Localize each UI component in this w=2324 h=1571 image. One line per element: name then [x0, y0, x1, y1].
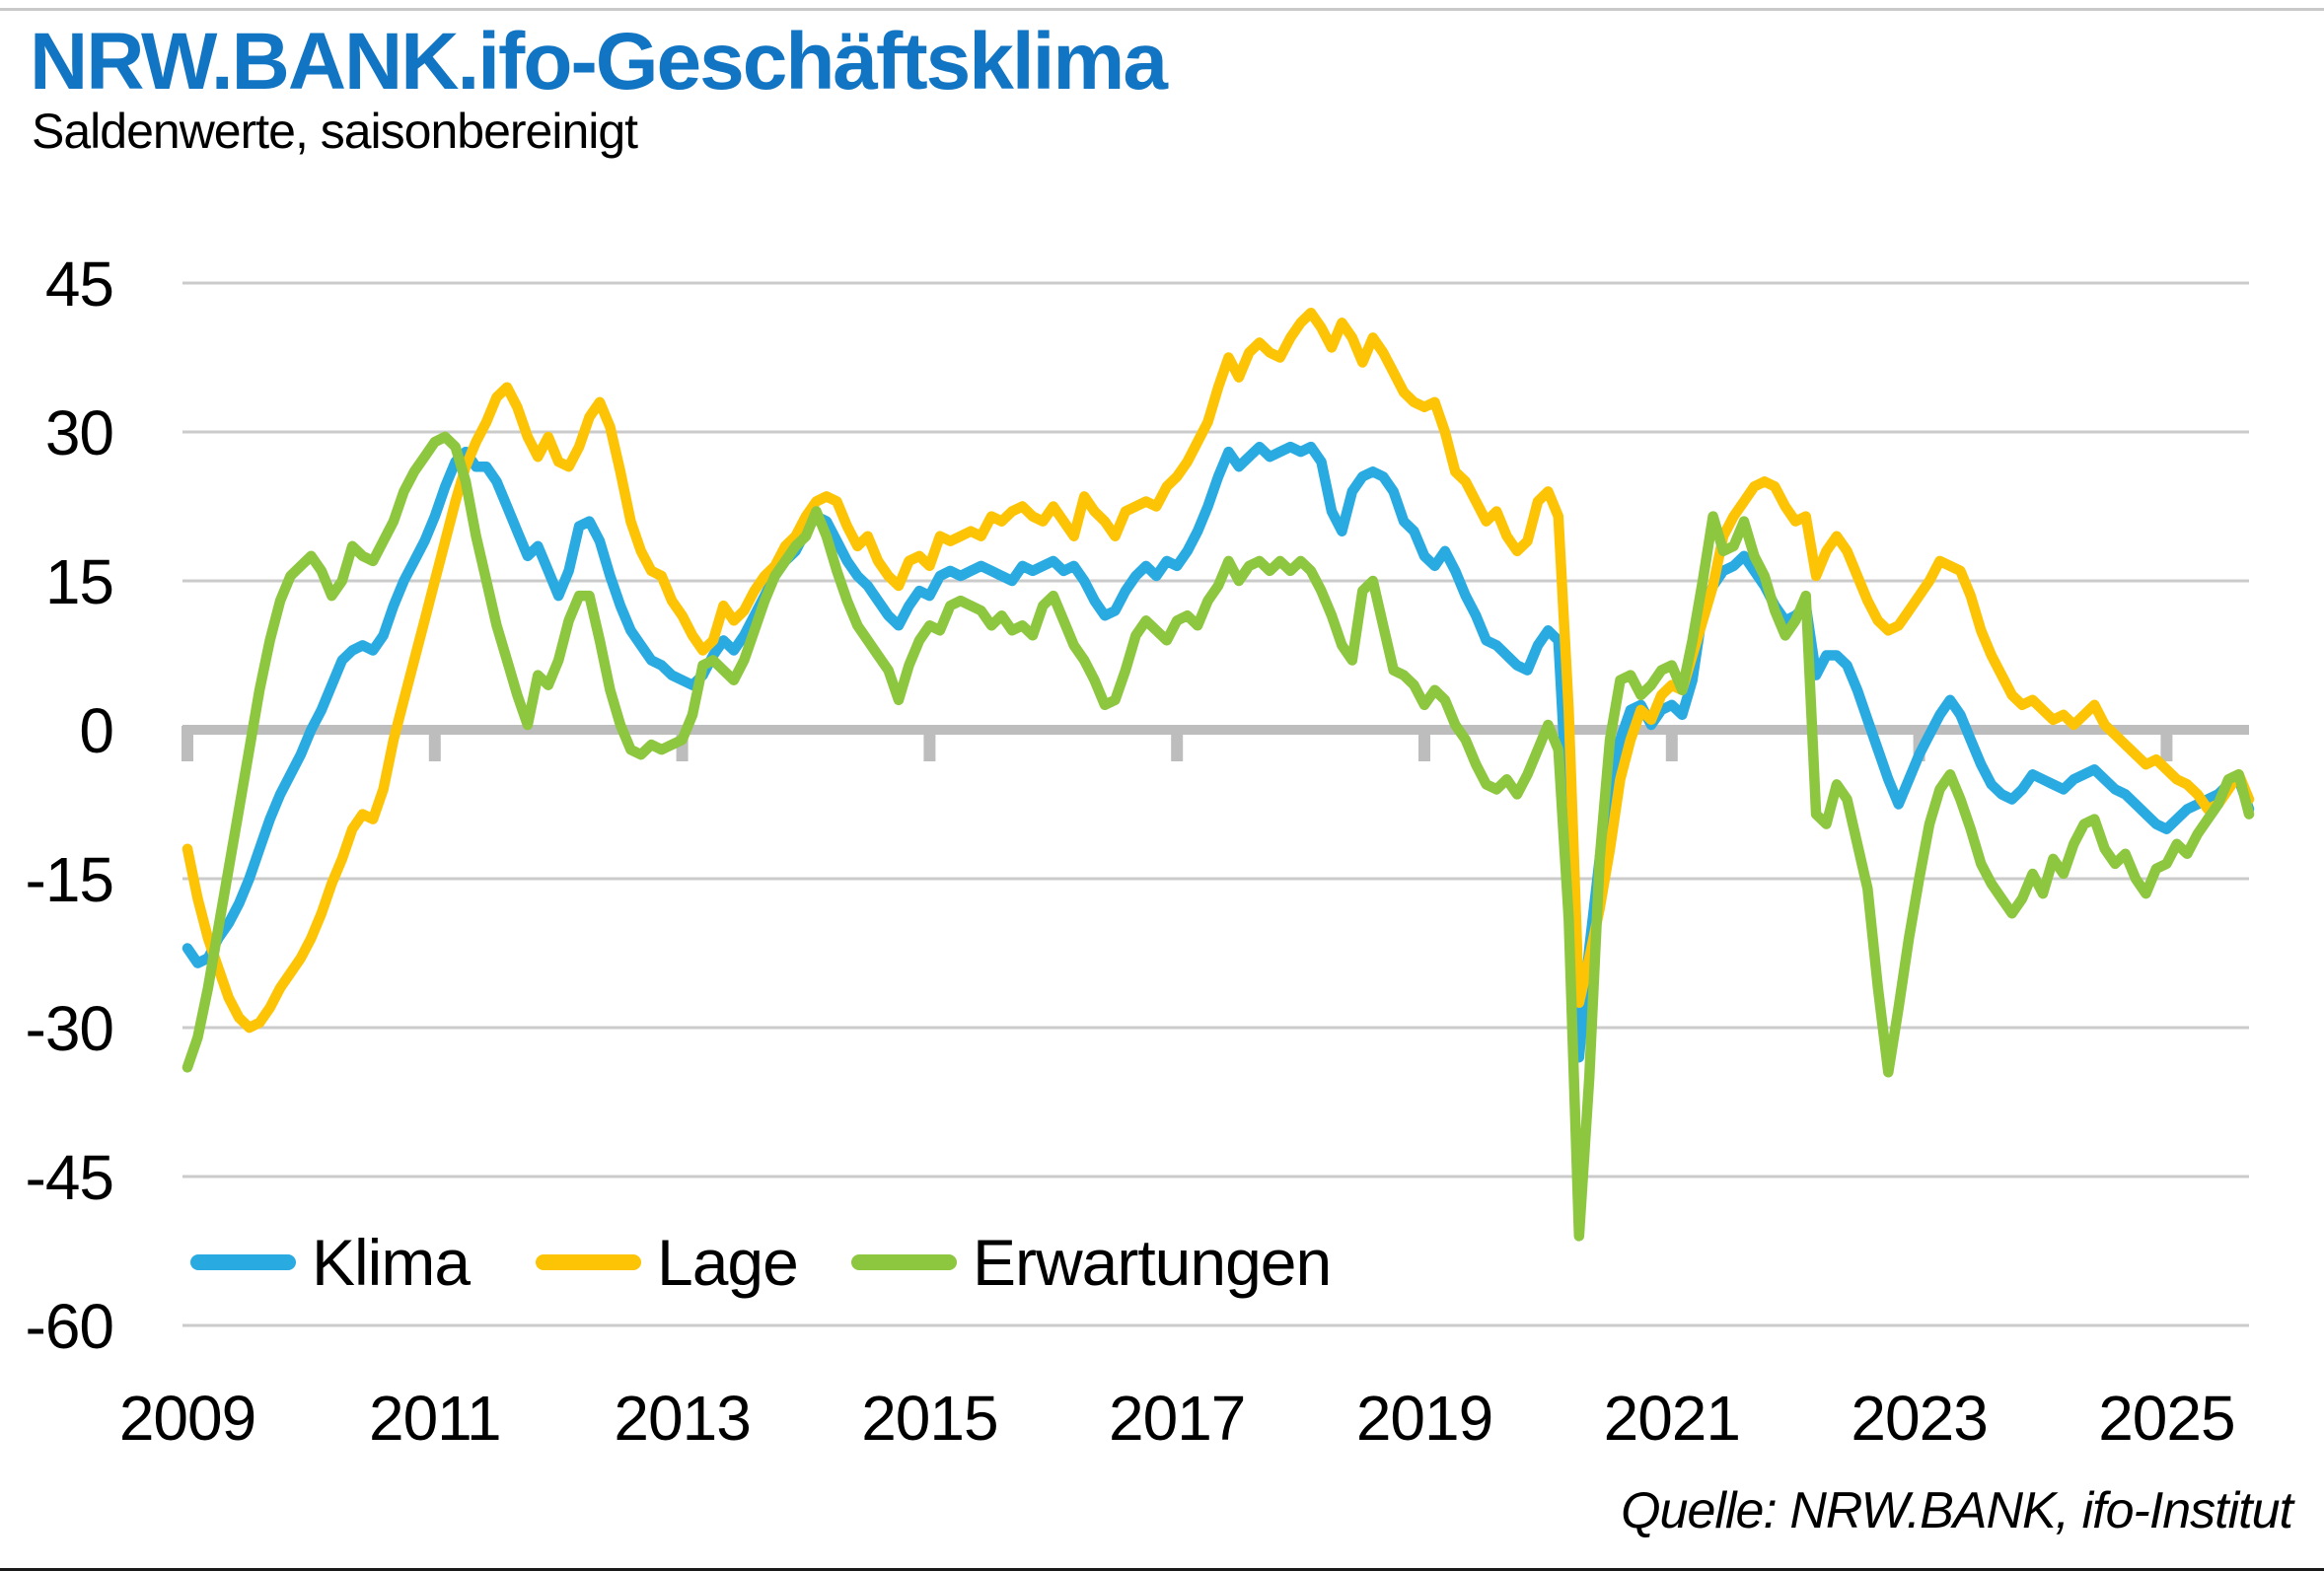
legend: Klima Lage Erwartungen [0, 1223, 2324, 1302]
axis-tick-2011 [428, 726, 441, 761]
y-axis-label--60: -60 [26, 1291, 114, 1362]
legend-item-erwartungen: Erwartungen [851, 1223, 1332, 1302]
erwartungen-swatch [851, 1254, 957, 1270]
bottom-border [0, 1568, 2324, 1571]
legend-label-lage: Lage [657, 1226, 799, 1299]
page-subtitle: Saldenwerte, saisonbereinigt [32, 104, 638, 159]
axis-tick-2021 [1665, 726, 1678, 761]
page-title: NRW.BANK.ifo-Geschäftsklima [30, 17, 1168, 107]
y-axis-label-30: 30 [45, 397, 113, 468]
x-axis-label-2019: 2019 [1356, 1383, 1492, 1454]
legend-label-erwartungen: Erwartungen [973, 1226, 1332, 1299]
lage-swatch [536, 1254, 641, 1270]
y-axis-label--30: -30 [26, 993, 114, 1064]
axis-tick-2025 [2160, 726, 2173, 761]
x-axis-label-2021: 2021 [1604, 1383, 1740, 1454]
y-axis-label-0: 0 [79, 695, 113, 766]
x-axis-label-2015: 2015 [861, 1383, 997, 1454]
source-credit: Quelle: NRW.BANK, ifo-Institut [1621, 1482, 2293, 1539]
series-line-erwartungen [182, 431, 2255, 1242]
y-axis-label-15: 15 [45, 546, 113, 617]
y-axis-label--15: -15 [26, 844, 114, 915]
x-axis-label-2017: 2017 [1109, 1383, 1245, 1454]
x-axis-label-2011: 2011 [369, 1383, 501, 1454]
x-axis-label-2023: 2023 [1851, 1383, 1987, 1454]
series-line-lage [182, 307, 2255, 1034]
series-lines [182, 307, 2255, 1242]
y-axis-label-45: 45 [45, 249, 113, 320]
top-border [0, 8, 2324, 11]
legend-item-klima: Klima [190, 1223, 471, 1302]
legend-label-klima: Klima [312, 1226, 471, 1299]
legend-item-lage: Lage [536, 1223, 799, 1302]
x-axis-label-2013: 2013 [614, 1383, 750, 1454]
x-axis-label-2009: 2009 [119, 1383, 255, 1454]
klima-swatch [190, 1254, 296, 1270]
gridlines [182, 281, 2249, 1327]
axis-tick-2015 [923, 726, 936, 761]
x-axis-label-2025: 2025 [2098, 1383, 2234, 1454]
x-axis-labels: 2009 2011 2013 2015 2017 2019 2021 2023 2025 [119, 1383, 2236, 1454]
axis-tick-2009 [182, 726, 193, 761]
series-line-klima [182, 441, 2255, 1063]
axis-tick-2019 [1418, 726, 1430, 761]
y-axis-labels: 45 30 15 0 -15 -30 -45 -60 [26, 249, 115, 1362]
axis-tick-2017 [1171, 726, 1184, 761]
y-axis-label--45: -45 [26, 1142, 114, 1213]
